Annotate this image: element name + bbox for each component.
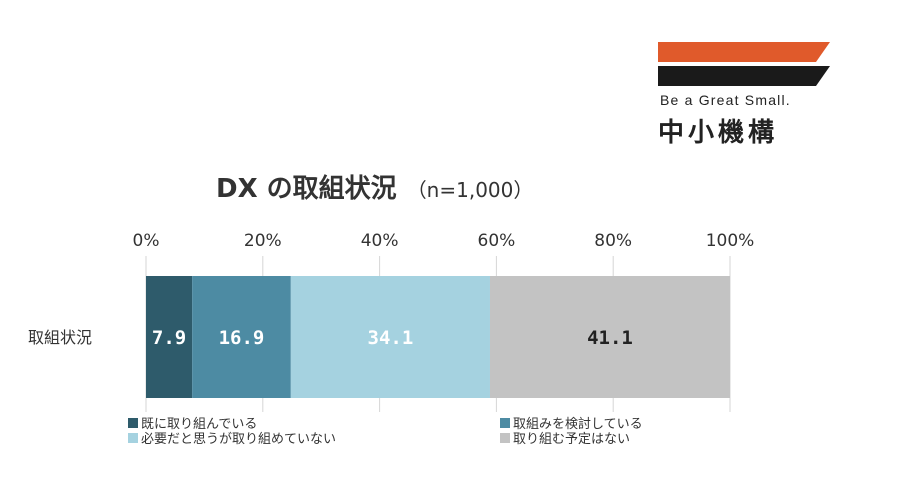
- data-label: 7.9: [152, 327, 186, 349]
- x-tick-label: 0%: [133, 231, 160, 251]
- logo: Be a Great Small. 中小機構: [650, 38, 840, 148]
- data-label: 16.9: [219, 327, 265, 349]
- x-tick-label: 100%: [706, 231, 755, 251]
- legend-label: 既に取り組んでいる: [141, 417, 258, 432]
- chart-title: DX の取組状況 （n=1,000）: [216, 168, 533, 205]
- legend-item: 取り組む予定はない: [500, 428, 630, 447]
- legend-item: 必要だと思うが取り組めていない: [128, 428, 336, 447]
- x-tick-label: 60%: [478, 231, 516, 251]
- legend-swatch: [128, 432, 138, 443]
- legend-swatch: [128, 417, 138, 428]
- logo-name: 中小機構: [658, 118, 779, 148]
- data-label: 41.1: [587, 327, 633, 349]
- legend-label: 必要だと思うが取り組めていない: [141, 432, 337, 447]
- legend-label: 取り組む予定はない: [513, 432, 631, 447]
- logo-bottom-bar: [658, 66, 830, 86]
- x-tick-label: 20%: [244, 231, 282, 251]
- bar-segment: [192, 276, 291, 398]
- bar-segment: [290, 276, 490, 398]
- logo-tagline: Be a Great Small.: [660, 92, 791, 108]
- data-label: 34.1: [368, 327, 414, 349]
- bar-segment: [146, 276, 193, 398]
- legend-swatch: [500, 417, 510, 428]
- legend-item: 取組みを検討している: [500, 413, 643, 432]
- logo-top-bar: [658, 42, 830, 62]
- chart-title-text: DX の取組状況: [216, 174, 397, 204]
- x-tick-label: 40%: [361, 231, 399, 251]
- chart-subtitle: （n=1,000）: [406, 178, 534, 202]
- x-tick-label: 80%: [594, 231, 632, 251]
- legend-item: 既に取り組んでいる: [128, 413, 257, 432]
- legend-swatch: [500, 432, 510, 443]
- category-label: 取組状況: [28, 328, 92, 347]
- bar-segment: [489, 276, 730, 398]
- legend-label: 取組みを検討している: [513, 417, 643, 432]
